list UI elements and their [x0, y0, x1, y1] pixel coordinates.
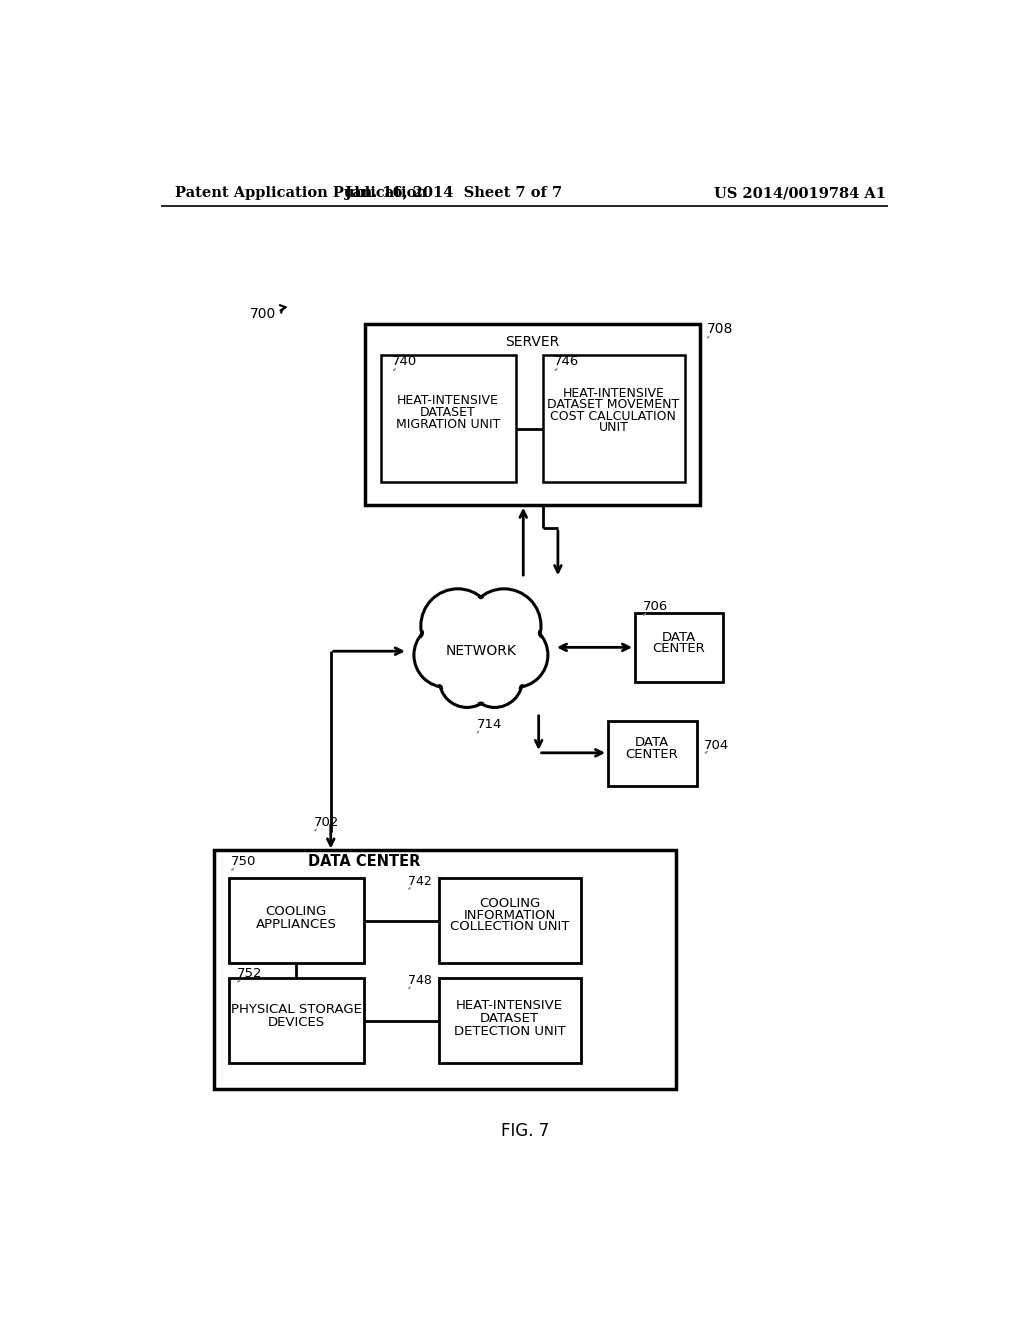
Circle shape [470, 591, 538, 660]
Bar [366, 323, 700, 506]
Text: DETECTION UNIT: DETECTION UNIT [454, 1026, 565, 1038]
Text: 708: 708 [707, 322, 733, 337]
Circle shape [424, 591, 492, 660]
Text: MIGRATION UNIT: MIGRATION UNIT [395, 417, 500, 430]
Text: DATA CENTER: DATA CENTER [307, 854, 420, 869]
Text: NETWORK: NETWORK [445, 644, 516, 659]
Text: DEVICES: DEVICES [267, 1016, 325, 1028]
Text: DATASET: DATASET [480, 1012, 539, 1026]
Text: 706: 706 [643, 601, 668, 612]
Bar [635, 612, 724, 682]
Text: HEAT-INTENSIVE: HEAT-INTENSIVE [456, 999, 563, 1012]
Circle shape [435, 601, 527, 693]
Text: 748: 748 [408, 974, 432, 987]
Text: HEAT-INTENSIVE: HEAT-INTENSIVE [562, 387, 665, 400]
Bar [438, 978, 581, 1063]
Text: INFORMATION: INFORMATION [463, 908, 556, 921]
Bar [608, 721, 696, 785]
Circle shape [470, 655, 519, 705]
Text: CENTER: CENTER [626, 748, 678, 760]
Bar [438, 878, 581, 964]
Bar [381, 355, 515, 482]
Circle shape [467, 589, 541, 663]
Circle shape [442, 655, 492, 705]
Text: PHYSICAL STORAGE: PHYSICAL STORAGE [230, 1003, 361, 1016]
Text: DATASET: DATASET [420, 407, 476, 418]
Bar [229, 978, 364, 1063]
Text: CENTER: CENTER [652, 643, 706, 656]
Text: 752: 752 [237, 966, 262, 979]
Text: HEAT-INTENSIVE: HEAT-INTENSIVE [397, 395, 499, 408]
Text: COLLECTION UNIT: COLLECTION UNIT [450, 920, 569, 933]
Text: COOLING: COOLING [479, 898, 540, 911]
Circle shape [483, 623, 548, 688]
Text: 700: 700 [250, 308, 276, 321]
Text: COST CALCULATION: COST CALCULATION [551, 409, 676, 422]
Text: UNIT: UNIT [598, 421, 629, 434]
Circle shape [467, 652, 522, 708]
Bar [214, 850, 676, 1089]
Text: APPLIANCES: APPLIANCES [256, 917, 337, 931]
Text: 714: 714 [477, 718, 503, 731]
Text: US 2014/0019784 A1: US 2014/0019784 A1 [715, 186, 887, 201]
Circle shape [414, 623, 478, 688]
Circle shape [486, 626, 545, 684]
Bar [543, 355, 685, 482]
Circle shape [439, 652, 495, 708]
Text: DATA: DATA [635, 737, 669, 750]
Text: COOLING: COOLING [265, 906, 327, 917]
Text: DATASET MOVEMENT: DATASET MOVEMENT [547, 399, 680, 412]
Text: 702: 702 [313, 816, 339, 829]
Circle shape [421, 589, 495, 663]
Circle shape [417, 626, 475, 684]
Text: 704: 704 [705, 739, 729, 751]
Text: SERVER: SERVER [506, 335, 560, 348]
Text: DATA: DATA [662, 631, 696, 644]
Bar [229, 878, 364, 964]
Text: Patent Application Publication: Patent Application Publication [175, 186, 427, 201]
Text: 746: 746 [554, 355, 580, 368]
Text: Jan. 16, 2014  Sheet 7 of 7: Jan. 16, 2014 Sheet 7 of 7 [345, 186, 562, 201]
Circle shape [441, 607, 521, 688]
Text: 750: 750 [230, 855, 256, 869]
Text: 742: 742 [408, 875, 431, 888]
Text: 740: 740 [392, 355, 418, 368]
Text: FIG. 7: FIG. 7 [501, 1122, 549, 1140]
